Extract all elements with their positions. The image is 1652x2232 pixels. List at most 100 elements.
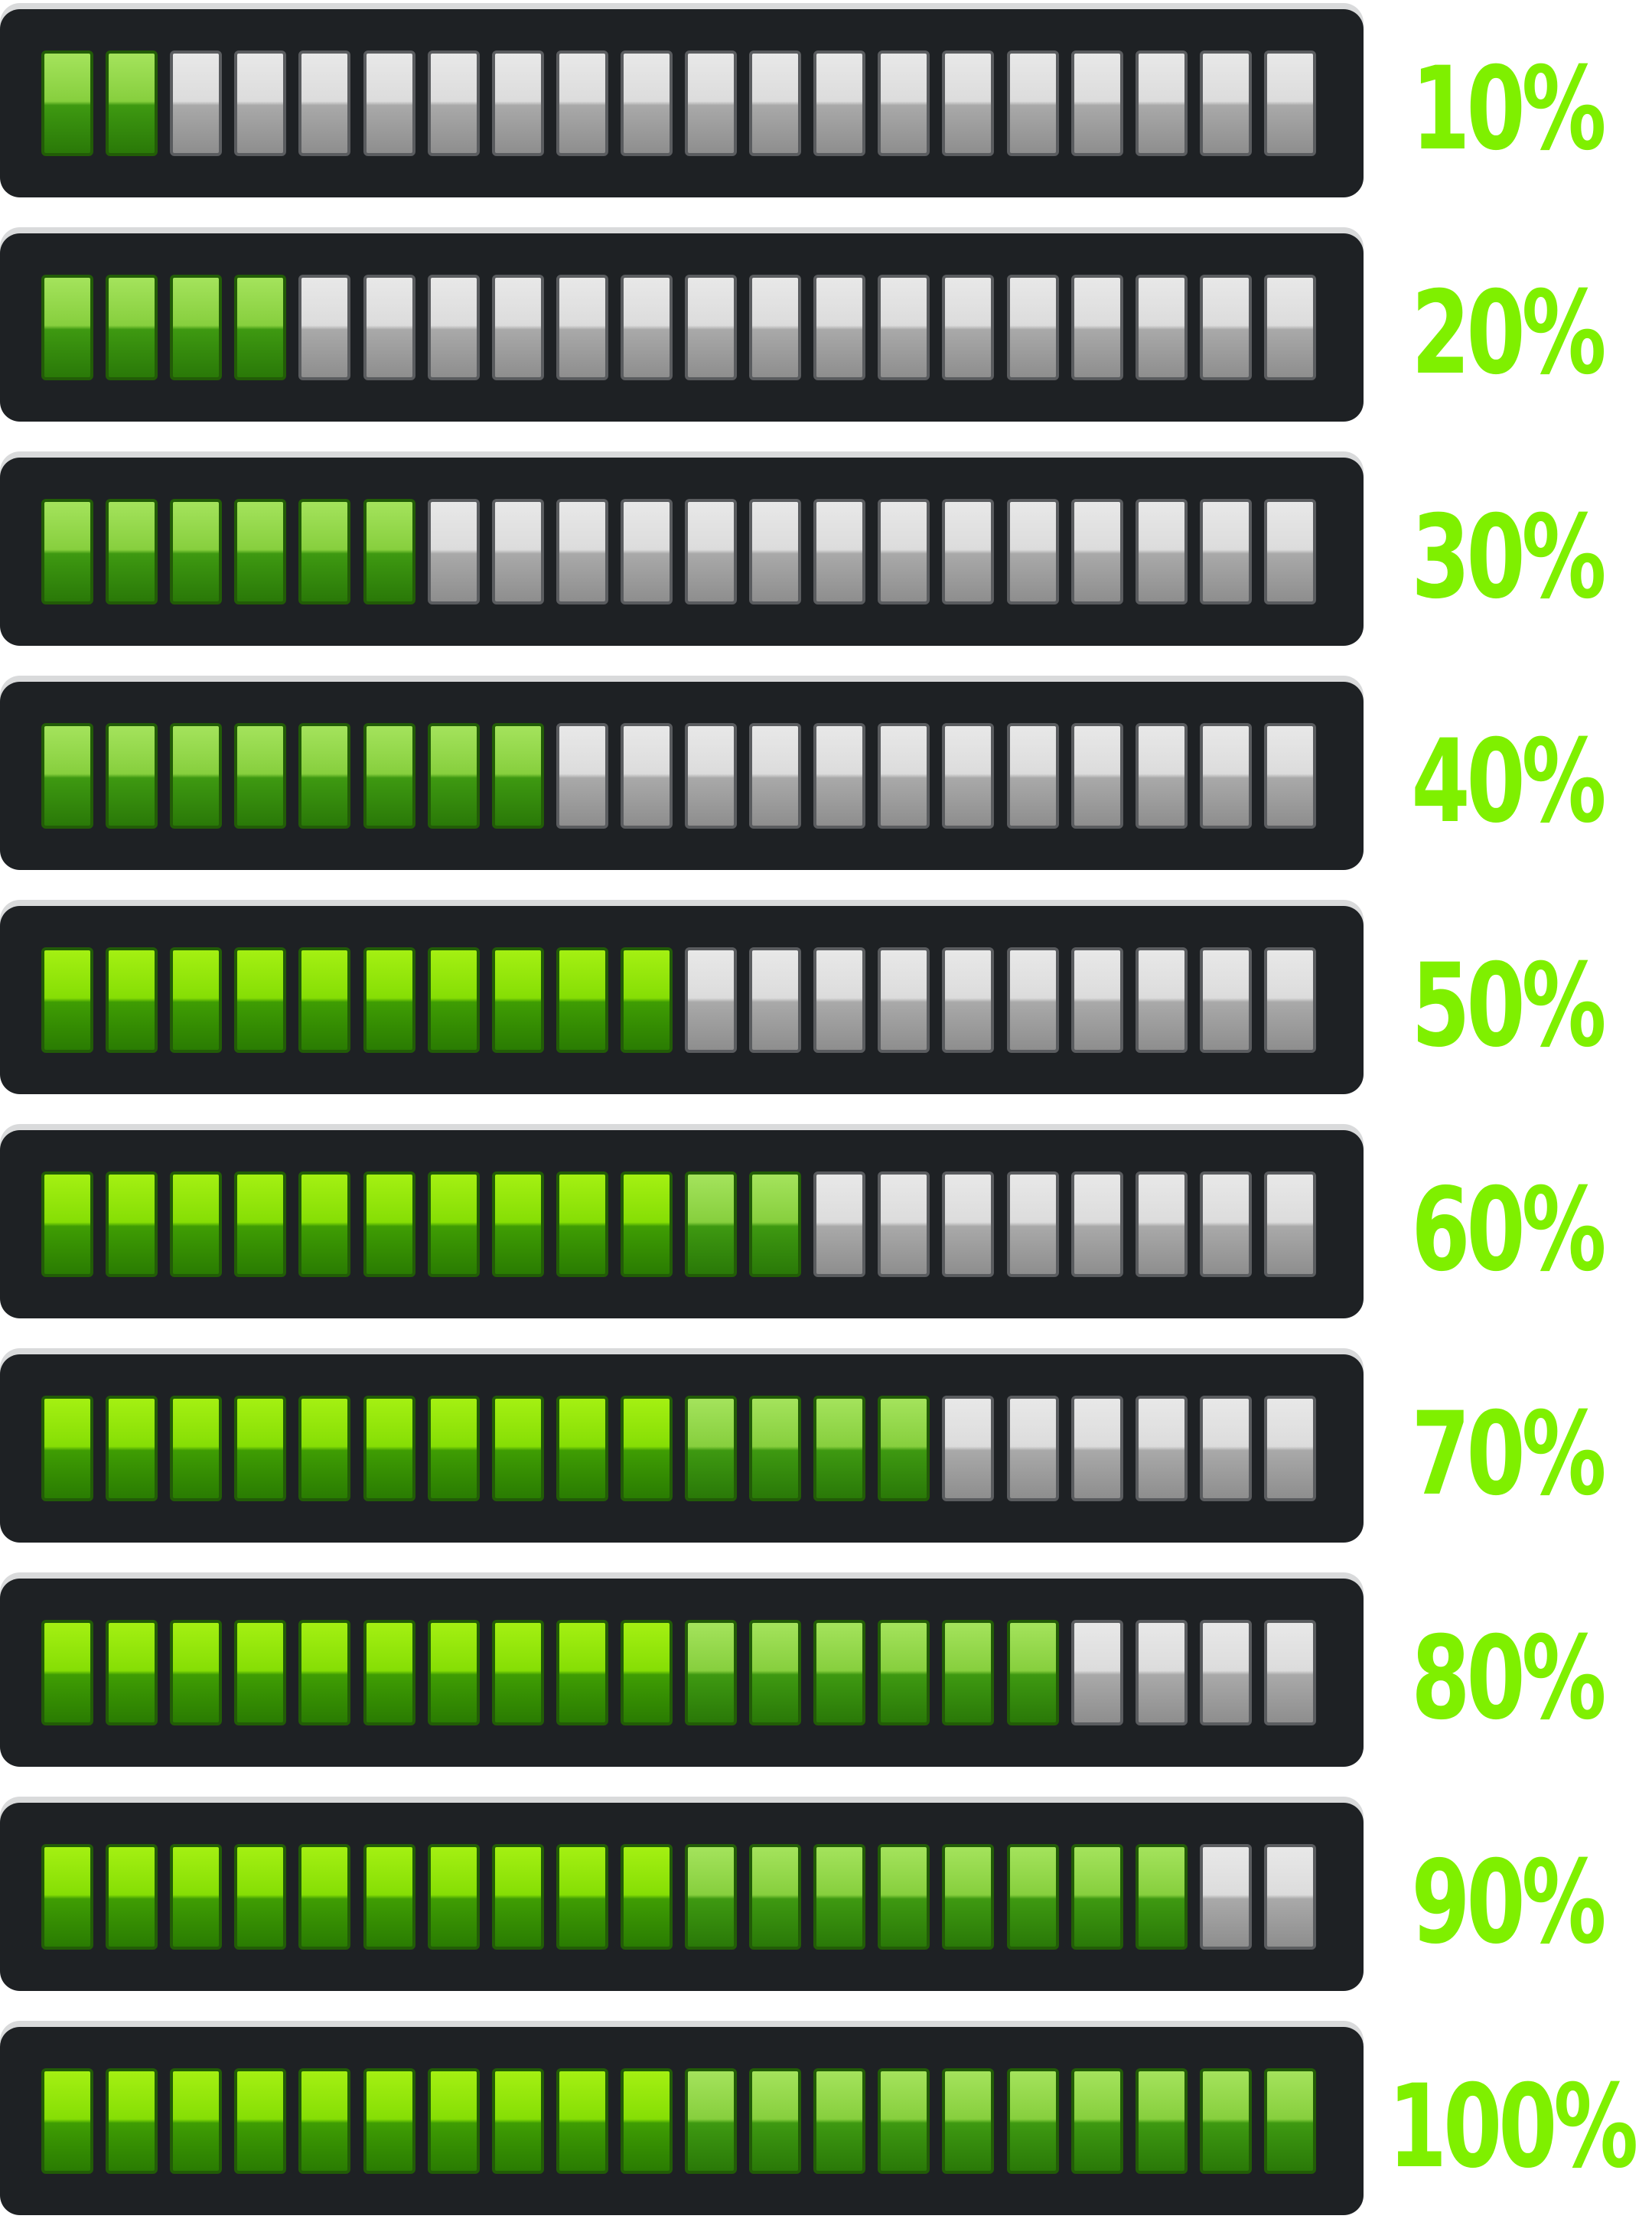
progress-segment-empty — [234, 51, 287, 156]
progress-segment-empty — [1199, 1171, 1252, 1277]
progress-bar — [0, 1803, 1364, 1991]
progress-percent-label: 20% — [1411, 267, 1606, 400]
progress-segment-empty — [1135, 51, 1188, 156]
progress-segment-empty — [878, 51, 930, 156]
progress-segment-empty — [942, 1171, 995, 1277]
progress-segment-empty — [685, 947, 737, 1053]
progress-segment-empty — [878, 947, 930, 1053]
progress-segment-filled — [170, 2068, 223, 2174]
progress-segment-empty — [298, 51, 351, 156]
progress-segment-empty — [1135, 1396, 1188, 1501]
progress-segment-filled — [556, 2068, 608, 2174]
progress-segment-filled — [298, 1620, 351, 1725]
progress-segment-empty — [1263, 51, 1316, 156]
progress-segment-filled — [106, 1844, 158, 1950]
progress-segment-filled — [106, 947, 158, 1053]
progress-segment-filled — [1006, 1620, 1059, 1725]
progress-row: 80% — [0, 1577, 1652, 1784]
progress-segment-empty — [363, 275, 415, 380]
progress-bar — [0, 9, 1364, 197]
progress-segment-empty — [1135, 947, 1188, 1053]
progress-row: 40% — [0, 680, 1652, 887]
progress-segment-empty — [1263, 1620, 1316, 1725]
progress-segment-empty — [1199, 723, 1252, 829]
progress-segment-filled — [234, 1620, 287, 1725]
progress-segment-filled — [41, 51, 93, 156]
progress-segment-empty — [491, 51, 544, 156]
progress-segment-filled — [363, 499, 415, 604]
progress-segment-filled — [556, 1171, 608, 1277]
progress-segment-filled — [749, 1171, 802, 1277]
progress-segment-empty — [1199, 275, 1252, 380]
progress-segment-filled — [556, 1620, 608, 1725]
progress-segment-empty — [942, 1396, 995, 1501]
progress-bar — [0, 458, 1364, 646]
progress-segment-filled — [106, 51, 158, 156]
progress-percent-label: 50% — [1411, 940, 1606, 1073]
progress-segment-filled — [491, 723, 544, 829]
progress-segment-filled — [427, 2068, 480, 2174]
progress-segment-empty — [878, 275, 930, 380]
progress-percent-label: 40% — [1411, 715, 1606, 849]
progress-segment-filled — [1263, 2068, 1316, 2174]
progress-segment-empty — [749, 275, 802, 380]
progress-segment-filled — [942, 2068, 995, 2174]
progress-segment-empty — [1006, 1396, 1059, 1501]
progress-segment-empty — [1070, 1171, 1123, 1277]
progress-segment-empty — [1199, 1844, 1252, 1950]
progress-segment-empty — [170, 51, 223, 156]
progress-segment-filled — [41, 2068, 93, 2174]
progress-segment-filled — [41, 1844, 93, 1950]
progress-bar — [0, 1130, 1364, 1318]
progress-segment-filled — [41, 1396, 93, 1501]
progress-segment-filled — [685, 1844, 737, 1950]
progress-row: 30% — [0, 456, 1652, 663]
progress-segment-filled — [298, 947, 351, 1053]
progress-segment-filled — [234, 499, 287, 604]
progress-bar — [0, 1579, 1364, 1767]
progress-segment-empty — [1070, 275, 1123, 380]
progress-segment-filled — [685, 1171, 737, 1277]
progress-segment-empty — [1263, 1844, 1316, 1950]
progress-segment-empty — [556, 51, 608, 156]
progress-row: 70% — [0, 1353, 1652, 1559]
progress-segment-filled — [942, 1844, 995, 1950]
progress-segment-empty — [298, 275, 351, 380]
progress-bar — [0, 2027, 1364, 2215]
progress-segment-filled — [234, 275, 287, 380]
progress-segment-filled — [298, 1844, 351, 1950]
progress-segment-empty — [620, 51, 673, 156]
progress-segment-filled — [363, 947, 415, 1053]
progress-segment-filled — [298, 723, 351, 829]
progress-segment-filled — [363, 1396, 415, 1501]
progress-segment-filled — [749, 1620, 802, 1725]
progress-segment-empty — [813, 275, 866, 380]
progress-segment-filled — [942, 1620, 995, 1725]
progress-segment-filled — [298, 499, 351, 604]
progress-segment-empty — [1006, 275, 1059, 380]
progress-segment-filled — [556, 1844, 608, 1950]
progress-segment-empty — [813, 947, 866, 1053]
progress-row: 10% — [0, 8, 1652, 214]
progress-segment-filled — [813, 1620, 866, 1725]
progress-segment-filled — [749, 1396, 802, 1501]
progress-segment-empty — [427, 499, 480, 604]
progress-segment-empty — [1070, 1620, 1123, 1725]
progress-segment-filled — [1135, 1844, 1188, 1950]
progress-segment-empty — [1199, 499, 1252, 604]
progress-segment-filled — [1135, 2068, 1188, 2174]
progress-segment-empty — [620, 499, 673, 604]
progress-segment-empty — [491, 275, 544, 380]
progress-segment-filled — [878, 1396, 930, 1501]
progress-segment-filled — [1006, 1844, 1059, 1950]
progress-segment-empty — [1070, 947, 1123, 1053]
progress-segment-empty — [685, 51, 737, 156]
progress-segment-filled — [491, 1620, 544, 1725]
progress-segment-empty — [1006, 51, 1059, 156]
progress-segment-empty — [620, 275, 673, 380]
progress-segment-filled — [363, 2068, 415, 2174]
progress-segment-filled — [878, 1620, 930, 1725]
progress-segment-filled — [813, 1844, 866, 1950]
progress-segment-empty — [620, 723, 673, 829]
progress-percent-label: 70% — [1411, 1388, 1606, 1521]
